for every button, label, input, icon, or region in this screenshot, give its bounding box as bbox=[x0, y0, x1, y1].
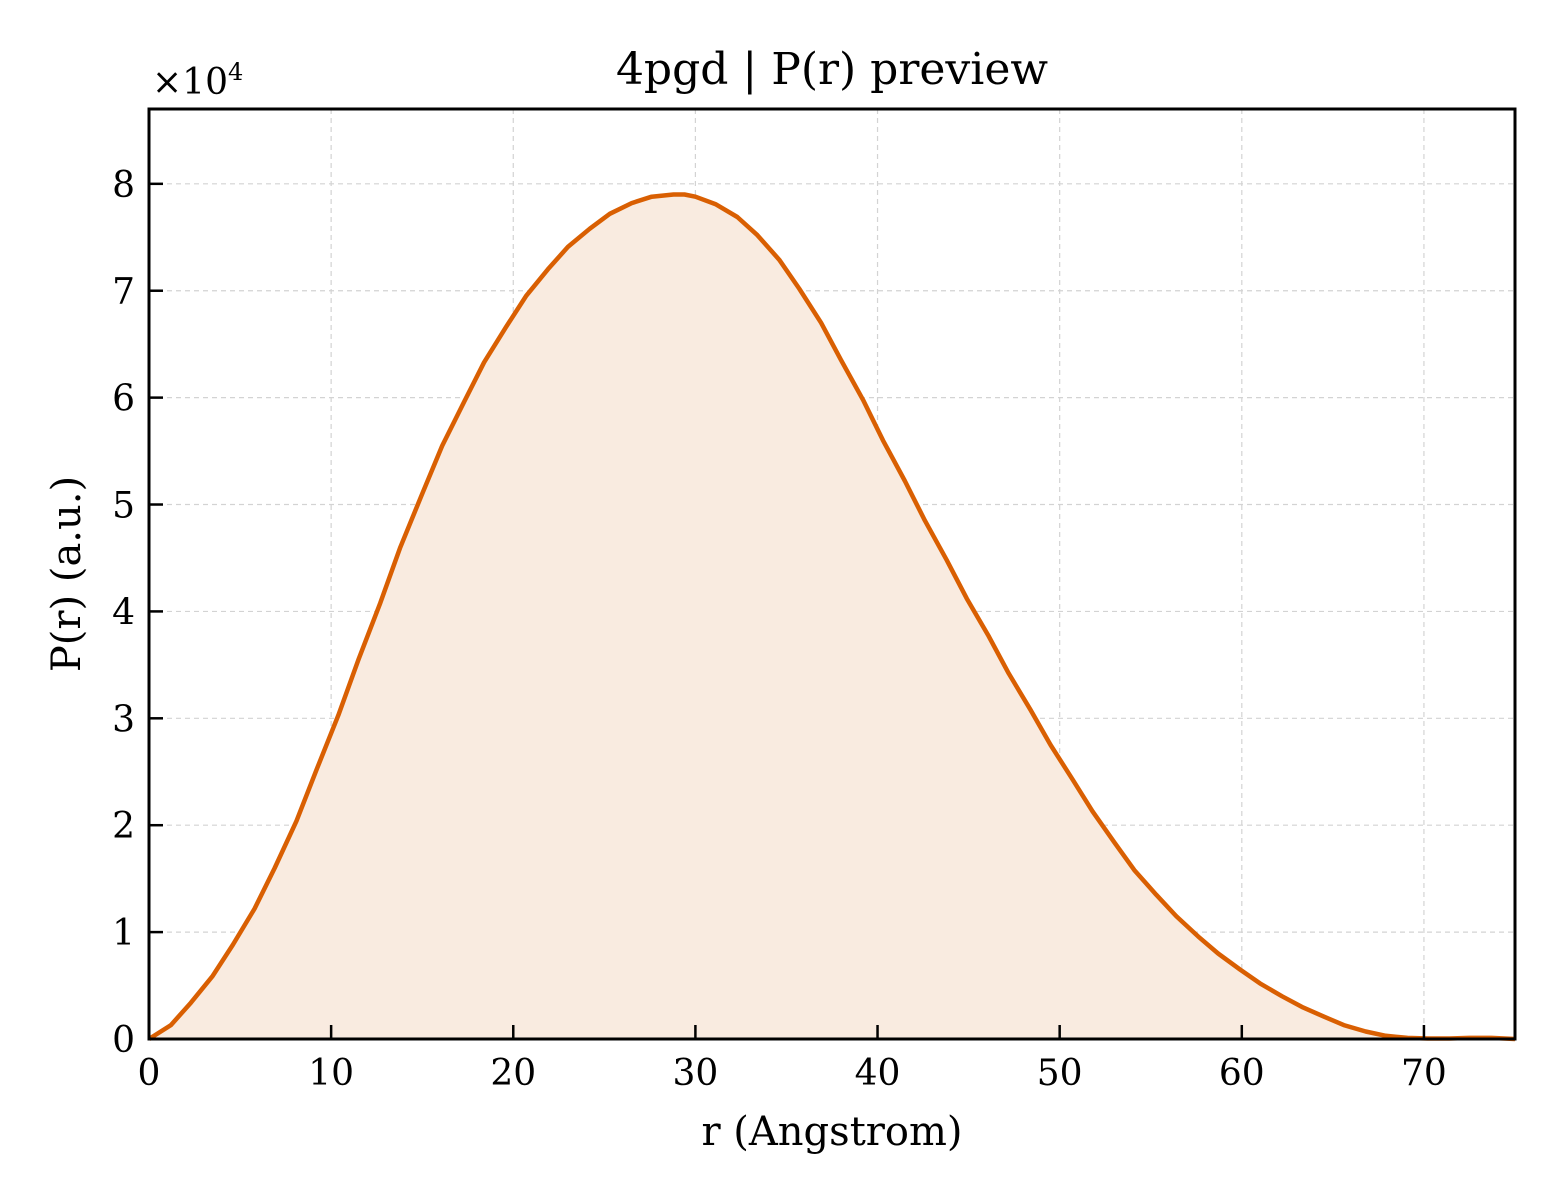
y-tick-label-7: 7 bbox=[112, 272, 135, 313]
plot-frame bbox=[147, 107, 1517, 1041]
area-fill bbox=[149, 194, 1515, 1039]
chart-title: 4pgd | P(r) preview bbox=[616, 44, 1048, 95]
x-tick-label-7: 70 bbox=[1401, 1053, 1447, 1094]
x-tick-label-3: 30 bbox=[672, 1053, 718, 1094]
y-tick-label-1: 1 bbox=[112, 913, 135, 954]
y-tick-label-8: 8 bbox=[112, 165, 135, 206]
y-tick-label-3: 3 bbox=[112, 699, 135, 740]
y-tick-label-4: 4 bbox=[112, 592, 135, 633]
pr-series-line bbox=[147, 192, 1516, 1042]
x-tick-label-2: 20 bbox=[490, 1053, 536, 1094]
x-tick-label-4: 40 bbox=[855, 1053, 901, 1094]
y-multiplier: ×104 bbox=[152, 58, 243, 103]
y-tick-label-2: 2 bbox=[112, 806, 135, 847]
y-axis-label: P(r) (a.u.) bbox=[44, 476, 90, 672]
y-tick-label-6: 6 bbox=[112, 379, 135, 420]
x-tick-label-6: 60 bbox=[1219, 1053, 1265, 1094]
x-tick-label-5: 50 bbox=[1037, 1053, 1083, 1094]
y-multiplier-base: ×10 bbox=[152, 62, 228, 103]
y-multiplier-exponent: 4 bbox=[228, 58, 243, 86]
x-axis-label: r (Angstrom) bbox=[701, 1109, 962, 1155]
x-tick-label-0: 0 bbox=[138, 1053, 161, 1094]
x-tick-label-1: 10 bbox=[308, 1053, 354, 1094]
y-tick-label-5: 5 bbox=[112, 486, 135, 527]
y-tick-label-0: 0 bbox=[112, 1020, 135, 1061]
axis-ticks: 0 10 20 30 40 50 60 70 0 1 2 3 4 5 6 7 8 bbox=[112, 165, 1447, 1094]
